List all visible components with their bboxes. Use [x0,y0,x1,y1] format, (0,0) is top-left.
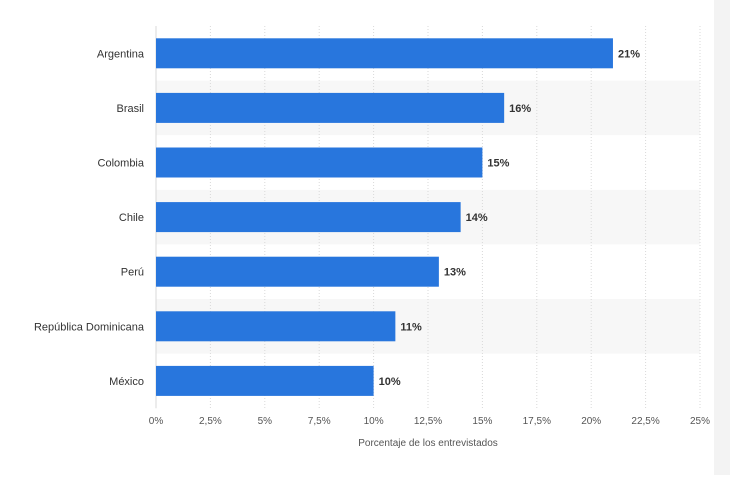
category-label: Colombia [98,158,145,170]
data-label: 16% [509,103,531,115]
right-scroll-edge [714,0,730,475]
x-tick-label: 17,5% [523,416,551,427]
x-tick-label: 7,5% [308,416,331,427]
bar-per-[interactable] [156,256,439,287]
x-tick-label: 5% [258,416,273,427]
x-tick-label: 20% [581,416,601,427]
bar-m-xico[interactable] [156,365,374,396]
category-label: México [109,376,144,388]
x-tick-label: 25% [690,416,710,427]
bar-colombia[interactable] [156,147,483,178]
category-label: Chile [119,212,144,224]
data-label: 21% [618,48,640,60]
bar-brasil[interactable] [156,92,505,123]
category-label: Perú [121,267,144,279]
category-label: Argentina [97,48,145,60]
data-label: 15% [487,158,509,170]
x-tick-label: 0% [149,416,164,427]
data-label: 14% [466,212,488,224]
bar-chile[interactable] [156,202,461,233]
x-tick-label: 15% [472,416,492,427]
x-tick-label: 22,5% [631,416,659,427]
data-label: 10% [379,376,401,388]
data-label: 13% [444,267,466,279]
x-tick-label: 12,5% [414,416,442,427]
x-axis-title: Porcentaje de los entrevistados [358,438,498,449]
data-label: 11% [400,321,422,333]
bar-argentina[interactable] [156,38,613,69]
bar-rep-blica-dominicana[interactable] [156,311,396,342]
category-label: República Dominicana [34,321,145,333]
x-tick-label: 10% [364,416,384,427]
category-label: Brasil [116,103,144,115]
x-tick-label: 2,5% [199,416,222,427]
